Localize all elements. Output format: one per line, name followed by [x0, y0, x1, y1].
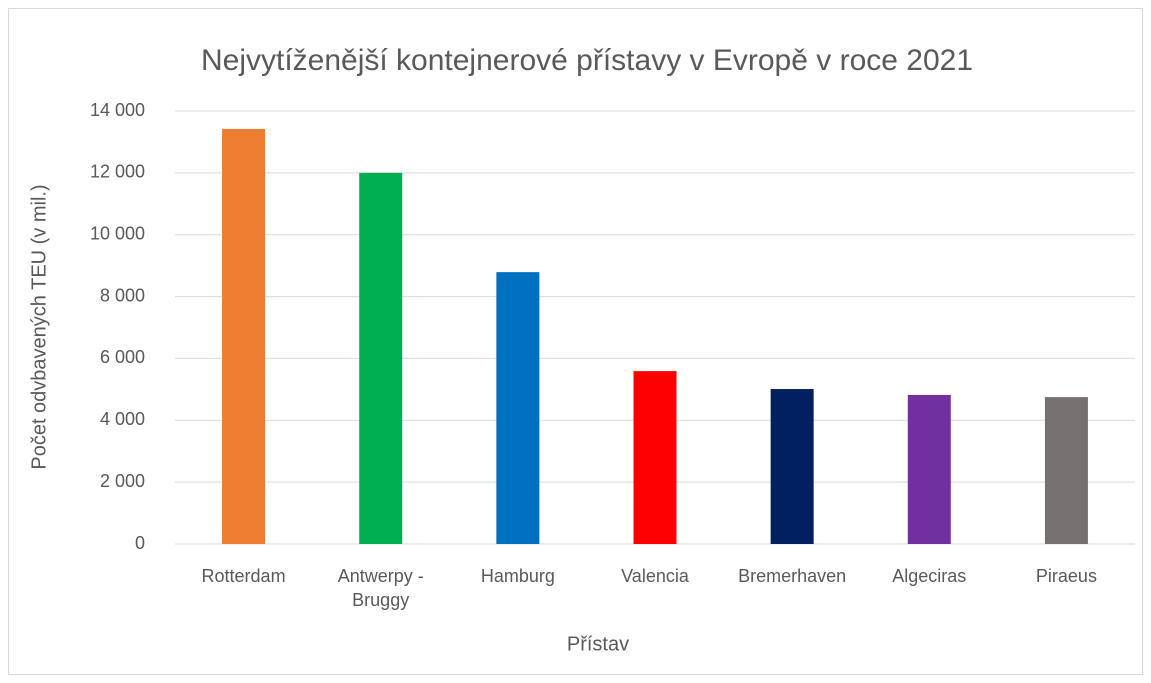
- bar: [907, 394, 951, 544]
- x-tick-label: Rotterdam: [201, 566, 286, 586]
- y-tick-label: 14 000: [90, 100, 145, 120]
- y-tick-label: 12 000: [90, 162, 145, 182]
- bar: [222, 128, 266, 544]
- x-tick-label: Hamburg: [480, 566, 555, 586]
- x-tick-label: Valencia: [621, 566, 689, 586]
- y-tick-label: 10 000: [90, 223, 145, 243]
- bar: [770, 389, 814, 544]
- x-tick-label: Bremerhaven: [738, 566, 847, 586]
- y-tick-label: 6 000: [100, 347, 145, 367]
- chart-border: [8, 8, 1143, 675]
- y-tick-label: 0: [135, 533, 145, 553]
- bar: [1044, 397, 1088, 544]
- chart-title: Nejvytíženější kontejnerové přístavy v E…: [201, 44, 973, 77]
- bar: [633, 371, 677, 544]
- x-tick-label: Piraeus: [1035, 566, 1097, 586]
- bar: [496, 272, 540, 544]
- bar: [359, 172, 403, 544]
- x-tick-label: Antwerpy - Bruggy: [337, 566, 424, 610]
- x-tick-label: Algeciras: [892, 566, 967, 586]
- y-tick-label: 4 000: [100, 409, 145, 429]
- y-tick-label: 2 000: [100, 471, 145, 491]
- y-axis-title: Počet odvbavených TEU (v mil.): [28, 184, 50, 469]
- y-tick-label: 8 000: [100, 285, 145, 305]
- x-axis-title: Přístav: [567, 633, 629, 655]
